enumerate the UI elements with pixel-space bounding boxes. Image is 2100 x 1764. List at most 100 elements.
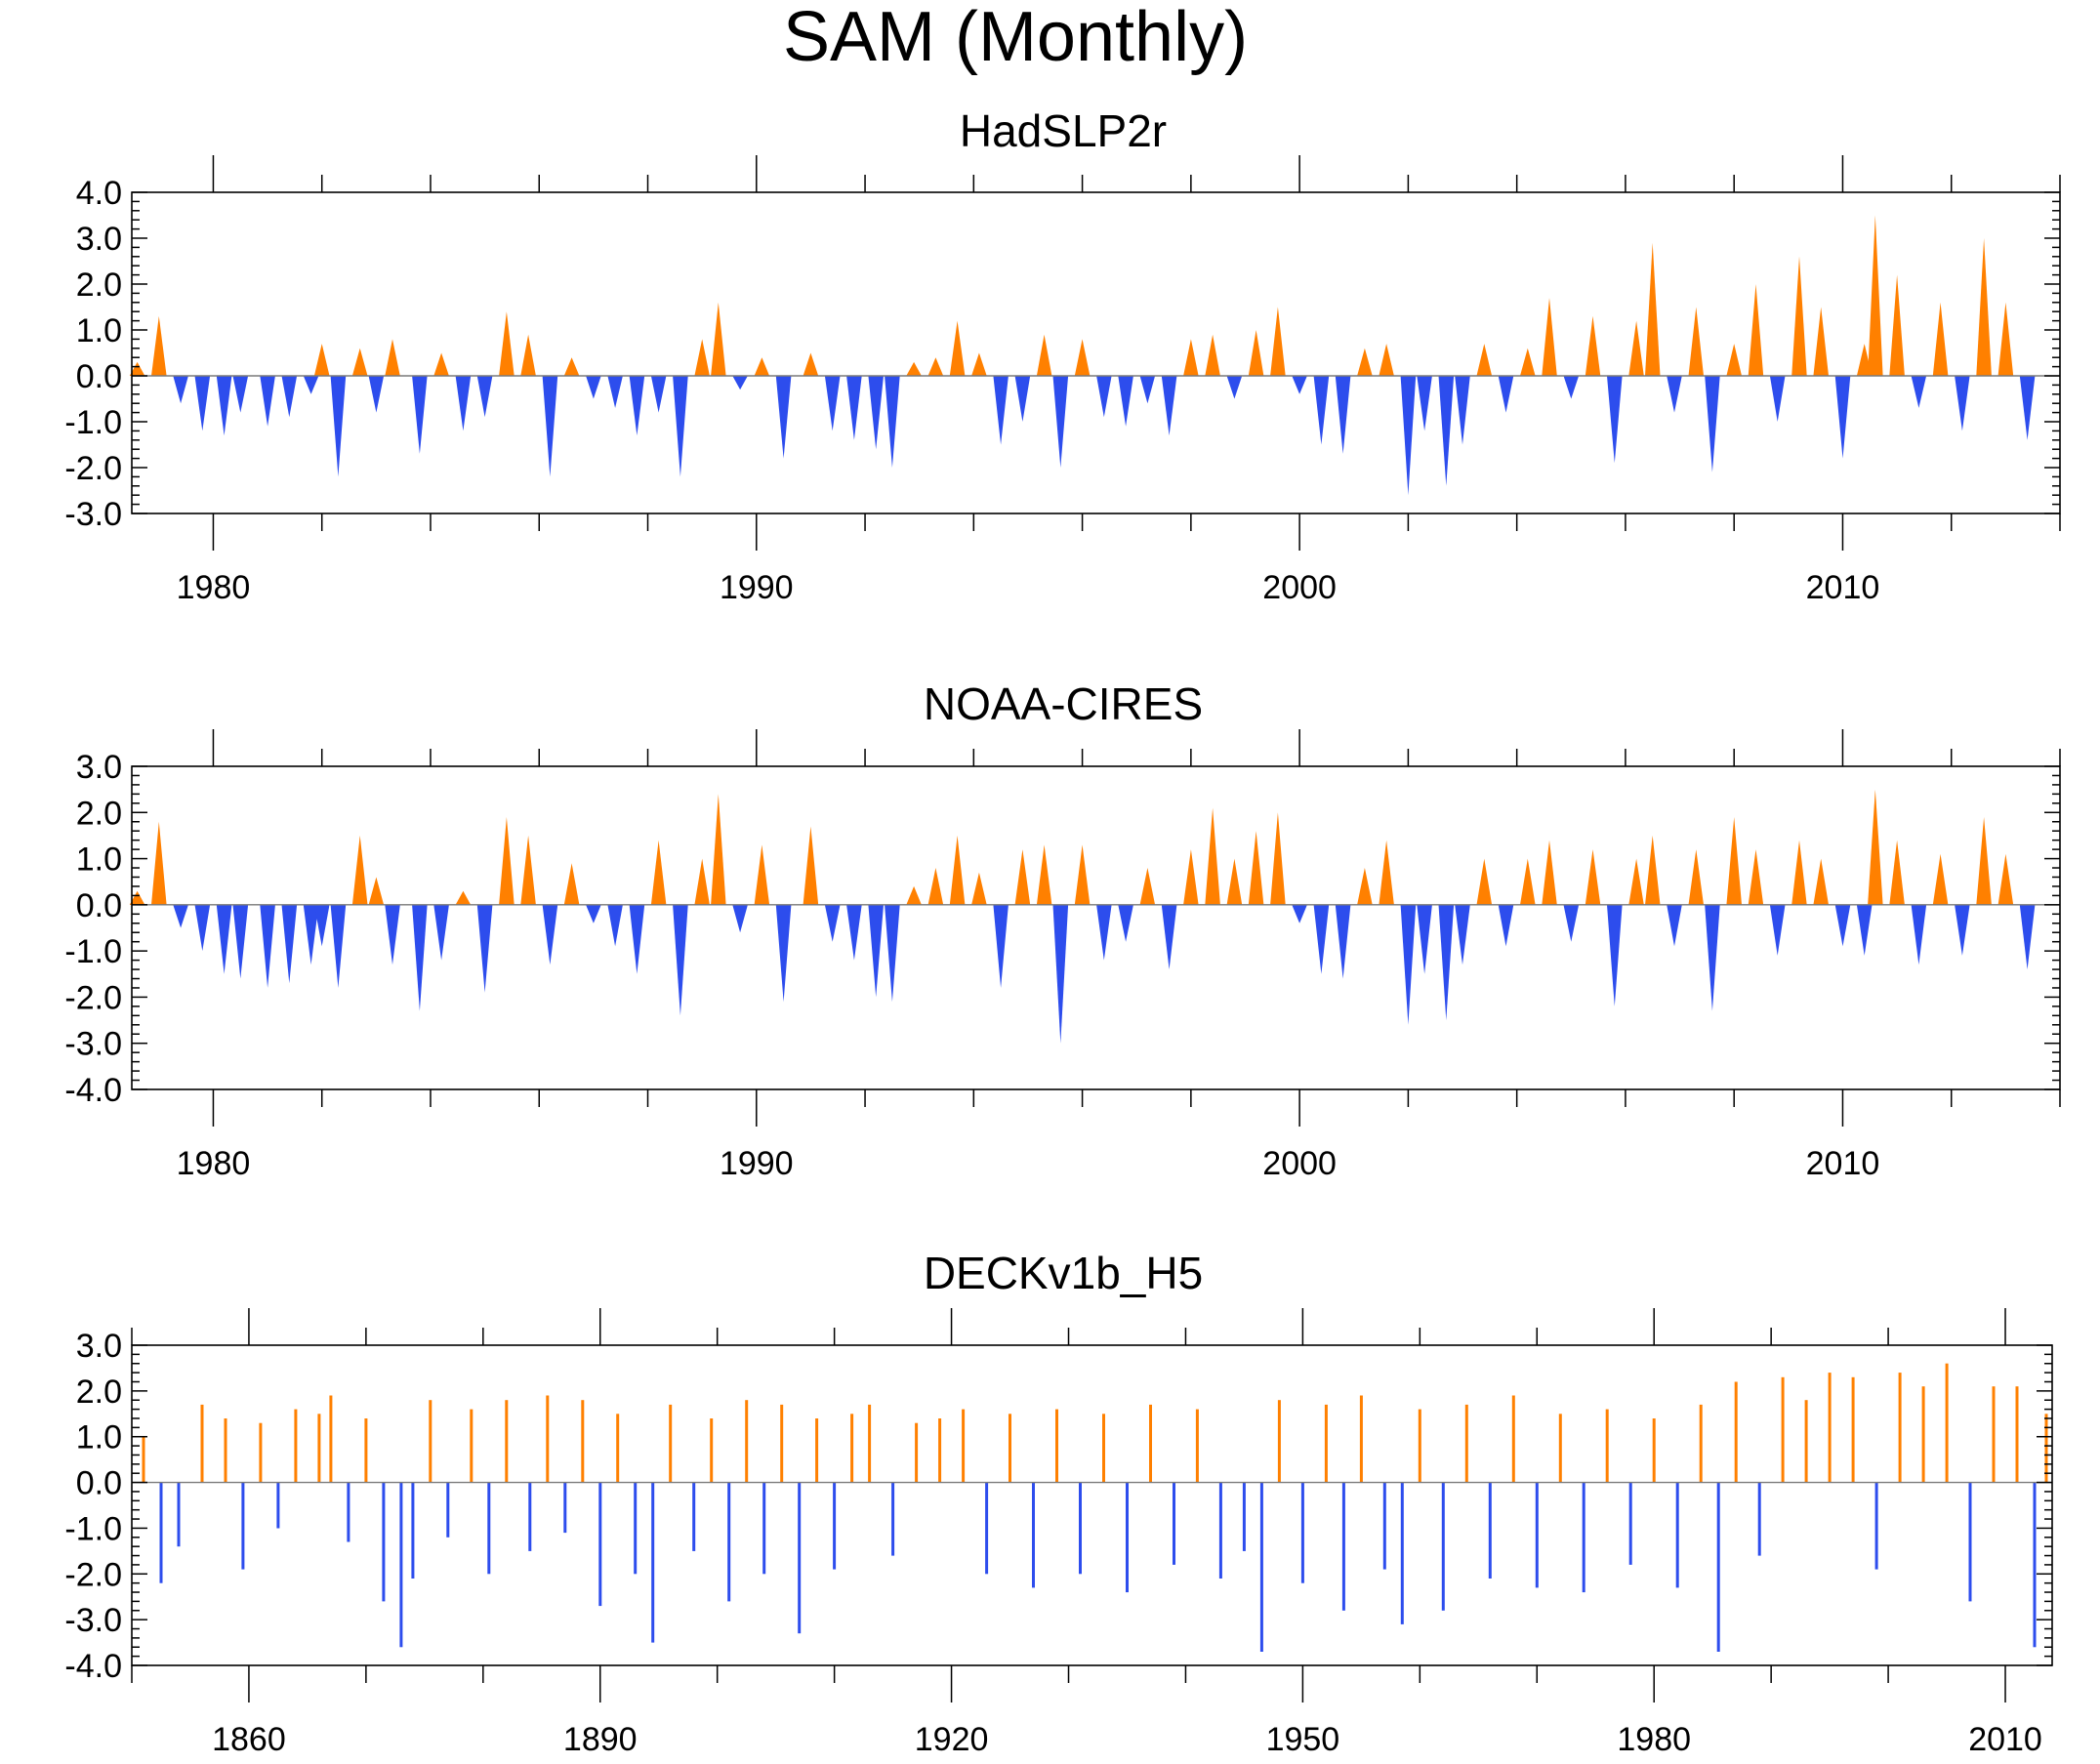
positive-bar — [850, 1414, 854, 1483]
y-axis: 4.0 3.0 2.0 1.0 0.0 -1.0 -2.0 -3.0 — [64, 175, 2060, 533]
negative-spike — [1607, 376, 1623, 464]
negative-spike — [1118, 904, 1133, 942]
positive-spike — [803, 352, 819, 376]
negative-spike — [1769, 376, 1786, 422]
positive-spike — [971, 872, 987, 905]
positive-spike — [455, 890, 472, 905]
y-tick-label: -3.0 — [64, 1026, 122, 1063]
positive-spike — [563, 357, 580, 376]
negative-spike — [1498, 904, 1514, 947]
negative-spike — [673, 904, 688, 1016]
positive-spike — [1585, 315, 1601, 376]
panel-plot-hadslp2r: 4.0 3.0 2.0 1.0 0.0 -1.0 -2.0 -3.0 1980 1990 2000 2… — [64, 155, 2061, 606]
y-axis: 3.0 2.0 1.0 0.0 -1.0 -2.0 -3.0 -4.0 — [64, 749, 2060, 1109]
y-axis: 3.0 2.0 1.0 0.0 -1.0 -2.0 -3.0 -4.0 — [64, 1328, 2052, 1685]
negative-spike — [194, 904, 211, 952]
positive-bar — [1055, 1409, 1058, 1483]
negative-spike — [433, 904, 449, 961]
negative-bar — [727, 1482, 731, 1602]
positive-bar — [142, 1436, 145, 1483]
negative-bar — [399, 1482, 403, 1648]
negative-spike — [330, 904, 347, 988]
negative-bar — [528, 1482, 532, 1551]
positive-spike — [754, 844, 770, 905]
positive-spike — [1183, 849, 1199, 905]
negative-bar — [487, 1482, 491, 1575]
y-tick-label: -2.0 — [64, 450, 122, 487]
positive-spike — [927, 868, 944, 905]
negative-spike — [868, 376, 884, 450]
positive-spike — [1476, 858, 1493, 905]
negative-bar — [1173, 1482, 1175, 1565]
panel-plot-noaa-cires: 3.0 2.0 1.0 0.0 -1.0 -2.0 -3.0 -4.0 1980 1990 2000… — [64, 729, 2061, 1182]
positive-spike — [1014, 849, 1031, 905]
negative-bar — [1032, 1482, 1035, 1588]
positive-spike — [1976, 238, 1992, 376]
negative-bar — [1675, 1482, 1679, 1588]
negative-spike — [232, 376, 249, 413]
positive-bar — [616, 1414, 620, 1483]
positive-spike — [1542, 840, 1557, 905]
negative-spike — [586, 376, 601, 399]
positive-bar — [1359, 1395, 1363, 1483]
positive-bar — [962, 1409, 966, 1483]
positive-spike — [1226, 858, 1243, 905]
x-tick-label: 1950 — [1266, 1721, 1340, 1758]
negative-spike — [1955, 904, 1970, 956]
positive-bar — [1195, 1409, 1199, 1483]
positive-bar — [815, 1418, 819, 1483]
negative-bar — [276, 1482, 280, 1529]
positive-spike — [520, 334, 536, 376]
negative-bar — [1079, 1482, 1082, 1575]
positive-spike — [906, 361, 922, 376]
negative-spike — [1563, 904, 1580, 942]
negative-spike — [1313, 376, 1330, 445]
negative-spike — [1139, 376, 1156, 404]
x-tick-label: 2010 — [1806, 569, 1880, 606]
plot-frame — [131, 191, 2061, 514]
negative-spike — [775, 904, 792, 1003]
x-tick-label: 1860 — [212, 1721, 286, 1758]
positive-spike — [368, 877, 385, 905]
panel-hadslp2r: HadSLP2r 4.0 3.0 2.0 1.0 0.0 -1.0 -2.0 -3.0 1980… — [64, 105, 2061, 606]
negative-spike — [412, 904, 428, 1011]
positive-spike — [1726, 817, 1742, 905]
positive-spike — [1357, 348, 1373, 376]
negative-spike — [1161, 904, 1177, 970]
x-tick-label: 2000 — [1262, 569, 1337, 606]
positive-spike — [1379, 344, 1394, 376]
negative-spike — [1400, 376, 1417, 496]
positive-spike — [1791, 840, 1807, 905]
negative-spike — [232, 904, 249, 979]
negative-bar — [1300, 1482, 1304, 1583]
positive-bar — [1921, 1386, 1925, 1483]
positive-spike — [129, 890, 145, 905]
negative-spike — [1161, 376, 1177, 436]
positive-bar — [1324, 1404, 1328, 1483]
negative-bar — [762, 1482, 766, 1575]
negative-spike — [1498, 376, 1514, 413]
negative-bar — [1218, 1482, 1222, 1579]
positive-spike — [1813, 858, 1829, 905]
negative-spike — [281, 904, 298, 984]
positive-bar — [470, 1409, 474, 1483]
negative-spike — [260, 904, 275, 988]
negative-spike — [732, 904, 748, 933]
positive-bar — [317, 1414, 321, 1483]
positive-bar — [1699, 1404, 1703, 1483]
x-tick-label: 1990 — [720, 1145, 794, 1182]
positive-bar — [224, 1418, 227, 1483]
negative-spike — [650, 376, 667, 413]
positive-spike — [129, 361, 145, 376]
positive-spike — [1379, 840, 1394, 905]
negative-spike — [455, 376, 472, 431]
positive-spike — [1791, 256, 1807, 376]
negative-spike — [775, 376, 792, 459]
positive-spike — [1976, 817, 1992, 905]
y-tick-label: -3.0 — [64, 1602, 122, 1639]
negative-spike — [1014, 376, 1031, 422]
positive-spike — [1520, 348, 1536, 376]
x-axis: 1860 1890 1920 1950 1980 2010 — [131, 1308, 2042, 1758]
negative-spike — [885, 376, 900, 468]
positive-bar — [1418, 1409, 1421, 1483]
